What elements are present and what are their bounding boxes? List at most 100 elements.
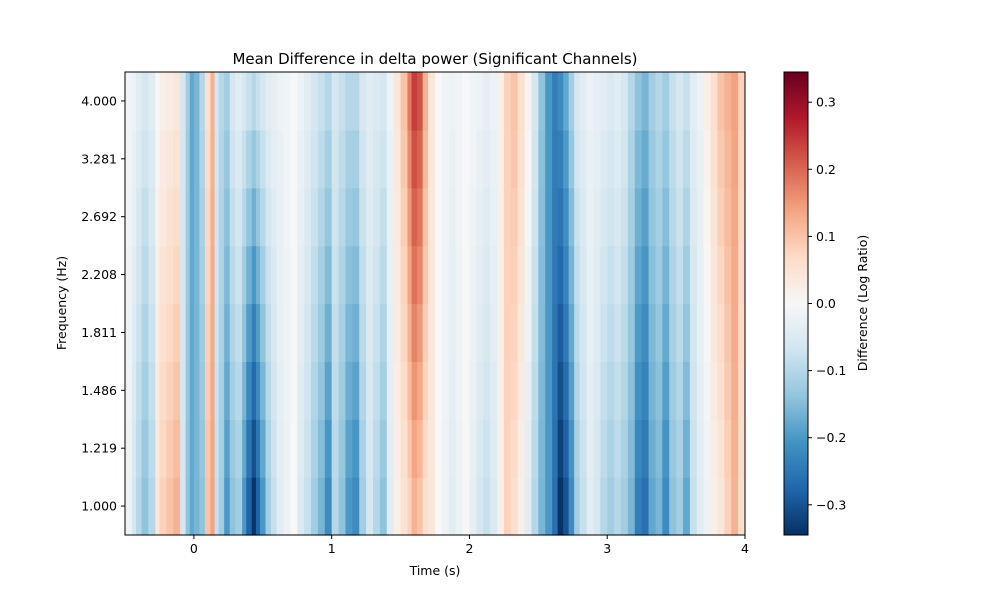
heatmap-cell (689, 361, 698, 420)
heatmap-cell (271, 245, 278, 305)
heatmap-cell (510, 419, 519, 478)
heatmap-cell (655, 72, 663, 131)
heatmap-cell (155, 187, 161, 247)
heatmap-cell (422, 361, 429, 420)
heatmap-cell (345, 187, 353, 247)
heatmap-cell (621, 361, 629, 420)
heatmap-cell (379, 419, 388, 478)
heatmap-cell (366, 419, 374, 478)
heatmap-cell (593, 129, 601, 189)
heatmap-cell (574, 72, 581, 131)
heatmap-cell (689, 187, 698, 247)
heatmap-cell (166, 187, 174, 247)
heatmap-cell (189, 477, 195, 536)
heatmap-cell (586, 187, 595, 247)
heatmap-cell (497, 419, 505, 478)
heatmap-cell (483, 477, 491, 536)
plot-frame (124, 71, 746, 536)
heatmap-cell (131, 303, 137, 362)
heatmap-cell (462, 187, 471, 247)
heatmap-cell (503, 129, 512, 189)
heatmap-cell (166, 477, 174, 536)
heatmap-cell (199, 303, 206, 362)
heatmap-cell (235, 129, 243, 189)
heatmap-cell (676, 361, 684, 420)
heatmap-cell (148, 303, 156, 362)
heatmap-cell (563, 187, 570, 247)
heatmap-cell (246, 303, 253, 362)
heatmap-cell (627, 419, 636, 478)
heatmap-cell (641, 72, 650, 131)
heatmap-cell (563, 477, 570, 536)
heatmap-cell (669, 303, 677, 362)
heatmap-cell (235, 303, 243, 362)
heatmap-cell (366, 72, 374, 131)
heatmap-cell (173, 72, 181, 131)
heatmap-cell (352, 477, 360, 536)
heatmap-cell (265, 245, 272, 305)
heatmap-cell (593, 419, 601, 478)
heatmap-cell (136, 419, 143, 478)
heatmap-cell (497, 187, 505, 247)
heatmap-cell (655, 361, 663, 420)
heatmap-cell (400, 477, 409, 536)
heatmap-cell (136, 245, 143, 305)
heatmap-cell (411, 419, 418, 478)
heatmap-cell (141, 361, 150, 420)
heatmap-cell (696, 129, 705, 189)
heatmap-cell (586, 361, 595, 420)
heatmap-cell (614, 303, 622, 362)
heatmap-cell (324, 245, 333, 305)
heatmap-cell (173, 187, 181, 247)
heatmap-cell (224, 129, 231, 189)
heatmap-cell (648, 303, 657, 362)
heatmap-cell (689, 477, 698, 536)
heatmap-cell (125, 245, 133, 305)
heatmap-cell (710, 72, 719, 131)
heatmap-cell (627, 72, 636, 131)
heatmap-cell (648, 129, 657, 189)
heatmap-cell (210, 361, 216, 420)
heatmap-cell (568, 361, 575, 420)
heatmap-cell (242, 245, 247, 305)
heatmap-cell (204, 187, 212, 247)
heatmap-cell (627, 477, 636, 536)
x-tick-label: 1 (328, 541, 336, 556)
heatmap-cell (574, 303, 581, 362)
heatmap-cell (738, 361, 746, 420)
heatmap-cell (531, 419, 539, 478)
heatmap-cell (311, 129, 319, 189)
heatmap-cell (159, 187, 167, 247)
heatmap-cell (297, 361, 305, 420)
heatmap-cell (531, 129, 539, 189)
heatmap-cell (155, 419, 161, 478)
heatmap-cell (290, 72, 298, 131)
heatmap-cell (689, 245, 698, 305)
heatmap-cell (524, 245, 533, 305)
heatmap-cell (497, 129, 505, 189)
heatmap-cell (242, 187, 247, 247)
heatmap-cell (568, 419, 575, 478)
heatmap-cell (710, 129, 719, 189)
heatmap-cell (155, 361, 161, 420)
heatmap-cell (476, 477, 484, 536)
heatmap-cell (417, 129, 424, 189)
heatmap-cell (417, 419, 424, 478)
heatmap-cell (255, 477, 261, 536)
heatmap-cell (235, 72, 243, 131)
heatmap-cell (373, 419, 381, 478)
heatmap-cell (283, 245, 291, 305)
heatmap-cell (290, 361, 298, 420)
heatmap-cell (497, 303, 505, 362)
heatmap-cell (324, 361, 333, 420)
heatmap-cell (538, 72, 546, 131)
heatmap-cell (634, 303, 643, 362)
heatmap-cell (166, 72, 174, 131)
heatmap-cell (271, 129, 278, 189)
heatmap-cell (235, 477, 243, 536)
heatmap-cell (710, 361, 719, 420)
heatmap-cell (607, 129, 615, 189)
heatmap-cell (148, 72, 156, 131)
heatmap-cell (731, 72, 739, 131)
heatmap-cell (517, 72, 526, 131)
